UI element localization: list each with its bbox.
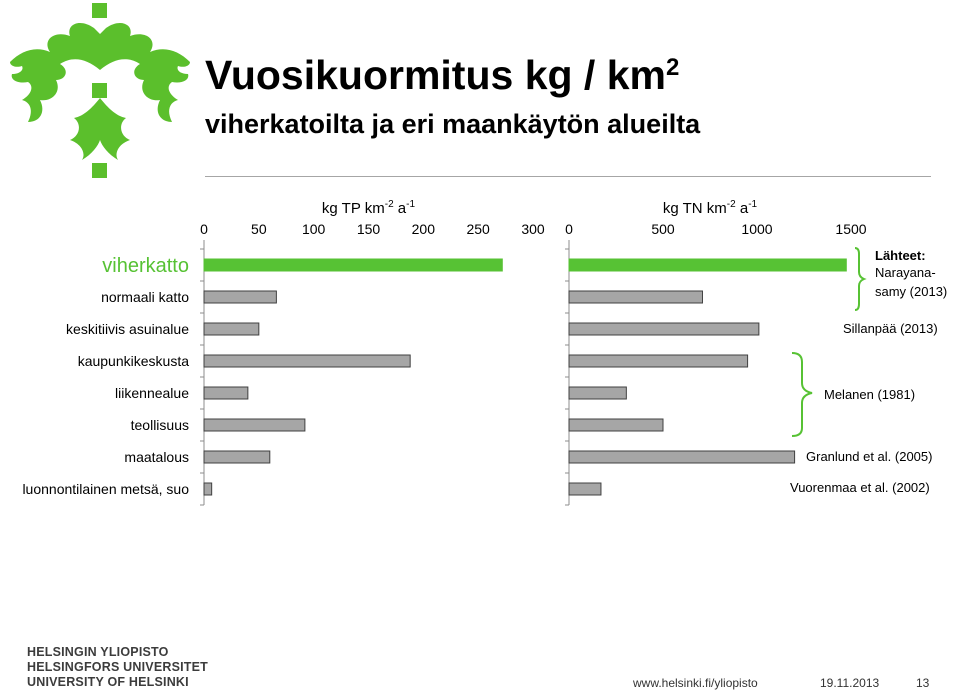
category-label: kaupunkikeskusta bbox=[78, 353, 190, 369]
source-melanen: Melanen (1981) bbox=[824, 387, 915, 402]
bar-tp bbox=[203, 482, 213, 496]
axis-title-tn: kg TN km-2 a-1 bbox=[663, 199, 758, 217]
x-tick-label: 250 bbox=[466, 221, 490, 237]
university-name-en: UNIVERSITY OF HELSINKI bbox=[27, 675, 189, 689]
university-name-sv: HELSINGFORS UNIVERSITET bbox=[27, 660, 209, 674]
bar-tp bbox=[203, 258, 503, 272]
axis-title-tp: kg TP km-2 a-1 bbox=[322, 199, 416, 217]
page-subtitle: viherkatoilta ja eri maankäytön alueilta bbox=[205, 109, 701, 139]
source-vuorenmaa: Vuorenmaa et al. (2002) bbox=[790, 480, 930, 495]
footer-url[interactable]: www.helsinki.fi/yliopisto bbox=[633, 676, 758, 690]
axis-title-superscript: -2 bbox=[385, 199, 394, 210]
title-text: Vuosikuormitus kg / km bbox=[205, 52, 666, 98]
category-label: luonnontilainen metsä, suo bbox=[22, 481, 189, 497]
bar-tp bbox=[203, 418, 306, 432]
x-tick-label: 150 bbox=[357, 221, 381, 237]
bar-tn bbox=[568, 290, 703, 304]
category-label: normaali katto bbox=[101, 289, 189, 305]
axis-title-part: a bbox=[736, 200, 749, 217]
bar-tp bbox=[203, 450, 271, 464]
title-superscript: 2 bbox=[665, 54, 680, 81]
bar-tn bbox=[568, 386, 627, 400]
source-narayanasamy-line1: Narayana- bbox=[875, 265, 936, 280]
helsinki-flame-logo bbox=[10, 3, 190, 178]
footer-page-number: 13 bbox=[916, 676, 930, 690]
x-tick-label: 50 bbox=[251, 221, 267, 237]
category-label: liikennealue bbox=[115, 385, 189, 401]
source-bracket-narayanasamy bbox=[854, 247, 867, 311]
bar-tp bbox=[203, 354, 411, 368]
category-label: viherkatto bbox=[102, 255, 189, 277]
bar-tn bbox=[568, 482, 602, 496]
bar-tp bbox=[203, 386, 249, 400]
x-tick-label: 1500 bbox=[835, 221, 866, 237]
source-sillanpaa: Sillanpää (2013) bbox=[843, 321, 938, 336]
x-tick-label: 500 bbox=[651, 221, 675, 237]
x-tick-label: 1000 bbox=[741, 221, 772, 237]
bar-tn bbox=[568, 258, 847, 272]
bar-tn bbox=[568, 354, 749, 368]
university-name-fi: HELSINGIN YLIOPISTO bbox=[27, 645, 169, 659]
title-divider bbox=[205, 176, 931, 177]
source-narayanasamy-line2: samy (2013) bbox=[875, 284, 947, 299]
sources-heading: Lähteet: bbox=[875, 248, 926, 263]
bar-tp bbox=[203, 322, 260, 336]
footer-date: 19.11.2013 bbox=[820, 676, 880, 690]
x-tick-label: 100 bbox=[302, 221, 326, 237]
x-tick-label: 0 bbox=[565, 221, 573, 237]
axis-title-superscript: -2 bbox=[727, 199, 736, 210]
axis-title-superscript: -1 bbox=[748, 199, 757, 210]
source-bracket-melanen bbox=[791, 352, 813, 437]
bar-tn bbox=[568, 322, 760, 336]
axis-title-superscript: -1 bbox=[406, 199, 415, 210]
page-title: Vuosikuormitus kg / km2 bbox=[205, 52, 679, 98]
bar-tn bbox=[568, 418, 664, 432]
university-wordmark: HELSINGIN YLIOPISTO HELSINGFORS UNIVERSI… bbox=[27, 645, 208, 690]
category-label: keskitiivis asuinalue bbox=[66, 321, 189, 337]
axis-title-part: a bbox=[394, 200, 407, 217]
source-granlund: Granlund et al. (2005) bbox=[806, 449, 932, 464]
category-label: teollisuus bbox=[131, 417, 189, 433]
x-tick-label: 300 bbox=[521, 221, 545, 237]
bar-tn bbox=[568, 450, 796, 464]
axis-title-part: kg TP km bbox=[322, 200, 385, 217]
axis-title-part: kg TN km bbox=[663, 200, 727, 217]
bar-tp bbox=[203, 290, 277, 304]
x-tick-label: 200 bbox=[412, 221, 436, 237]
category-label: maatalous bbox=[124, 449, 189, 465]
x-tick-label: 0 bbox=[200, 221, 208, 237]
